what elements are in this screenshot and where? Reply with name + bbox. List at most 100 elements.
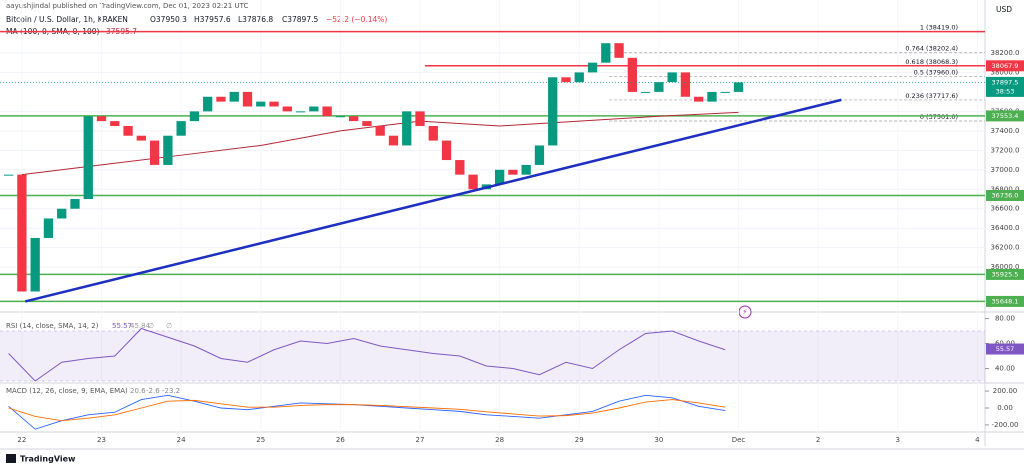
x-tick-label: 28 [495, 436, 504, 444]
symbol: Bitcoin / U.S. Dollar, 1h, KRAKEN [6, 15, 128, 24]
fib-label: 0 (37501.0) [920, 113, 958, 121]
last-price: 37897.5 [992, 78, 1019, 86]
candle [601, 43, 611, 63]
fib-label: 0.236 (37717.6) [905, 92, 958, 100]
macd-line [8, 399, 726, 422]
candle [587, 62, 598, 73]
rsi-tick-label: 80.00 [995, 315, 1015, 323]
price-label-box [986, 295, 1024, 307]
y-tick-label: 37200.0 [991, 146, 1020, 154]
x-tick-label: 29 [575, 436, 584, 444]
y-tick-label: 36400.0 [991, 224, 1020, 232]
price-label: 35648.1 [992, 297, 1019, 305]
rsi-legend: 55.57 [112, 322, 132, 330]
x-tick-label: 22 [17, 436, 26, 444]
x-tick-label: 27 [416, 436, 425, 444]
candle [149, 140, 160, 165]
candle [216, 96, 226, 102]
rsi-band [0, 331, 985, 381]
macd-legend: -2.6 [146, 387, 160, 395]
candle [256, 101, 266, 107]
x-tick-label: 24 [177, 436, 186, 444]
candle [136, 135, 146, 141]
x-tick-label: 2 [816, 436, 820, 444]
rsi-tick-label: 60.00 [995, 340, 1015, 348]
rsi-legend: ∅ [166, 322, 172, 330]
rsi-legend: 45.84 [130, 322, 151, 330]
candle [733, 82, 744, 92]
candle [375, 125, 385, 136]
y-tick-label: 37000.0 [991, 166, 1020, 174]
publisher: aayushjindal published on TradingView.co… [6, 2, 249, 10]
candle [295, 111, 306, 113]
candle [362, 121, 372, 126]
candle [349, 116, 359, 122]
fib-label: 0.764 (38202.4) [905, 45, 958, 53]
macd-tick-label: 200.00 [993, 387, 1018, 395]
macd-tick-label: -200.00 [991, 421, 1018, 429]
y-tick-label: 38000.0 [991, 68, 1020, 76]
candle [548, 77, 558, 146]
x-tick-label: Dec [732, 436, 746, 444]
candle [110, 121, 120, 126]
candle [3, 174, 14, 176]
candle [494, 169, 505, 185]
candle [176, 121, 186, 136]
rsi-tick-label: 40.00 [995, 365, 1015, 373]
candle [70, 199, 80, 209]
candle [282, 106, 292, 112]
candle [667, 72, 677, 83]
candle [123, 125, 133, 136]
candle [521, 164, 531, 175]
x-tick-label: 30 [654, 436, 663, 444]
candle [189, 111, 200, 122]
macd-legend: 20.6 [130, 387, 146, 395]
rsi-line [8, 327, 726, 382]
fib-label: 0.618 (38068.3) [905, 58, 958, 66]
low: L37876.8 [238, 15, 273, 24]
candle [163, 135, 173, 165]
price-label: 38067.9 [992, 62, 1019, 70]
macd-tick-label: 0.00 [997, 404, 1013, 412]
fib-label: 0.5 (37960.0) [914, 68, 958, 76]
candle [229, 91, 239, 102]
candle [269, 101, 279, 107]
price-label: 37553.4 [992, 112, 1019, 120]
candle [83, 116, 93, 199]
candle [57, 208, 67, 219]
high: H37957.6 [194, 15, 231, 24]
price-label-box [986, 268, 1024, 280]
candle [707, 91, 717, 102]
candle [203, 96, 213, 112]
candle [428, 125, 438, 141]
countdown: 38:53 [996, 87, 1015, 95]
y-tick-label: 36200.0 [991, 244, 1020, 252]
brand: TradingView [20, 455, 76, 464]
candle [388, 135, 399, 146]
candle [627, 57, 637, 92]
candle [468, 174, 478, 190]
x-tick-label: 25 [256, 436, 265, 444]
candle [242, 91, 253, 107]
logo [6, 454, 16, 463]
candle [720, 91, 730, 93]
change: −52.2 (−0.14%) [326, 15, 387, 24]
candle [680, 72, 691, 97]
price-label-box [986, 110, 1024, 122]
candle [415, 111, 425, 126]
candle [574, 72, 584, 83]
candle [640, 91, 651, 93]
y-tick-label: 36800.0 [991, 185, 1020, 193]
candle [335, 116, 346, 118]
y-tick-label: 38200.0 [991, 49, 1020, 57]
price-label-box [986, 189, 1024, 201]
candle [508, 169, 518, 175]
candle [614, 43, 624, 58]
macd-title: MACD (12, 26, close, 9, EMA, EMA) [6, 387, 128, 395]
rsi-last-box [986, 343, 1024, 355]
rsi-title: RSI (14, close, SMA, 14, 2) [6, 322, 99, 330]
trendline [24, 98, 842, 303]
candle [441, 140, 452, 161]
